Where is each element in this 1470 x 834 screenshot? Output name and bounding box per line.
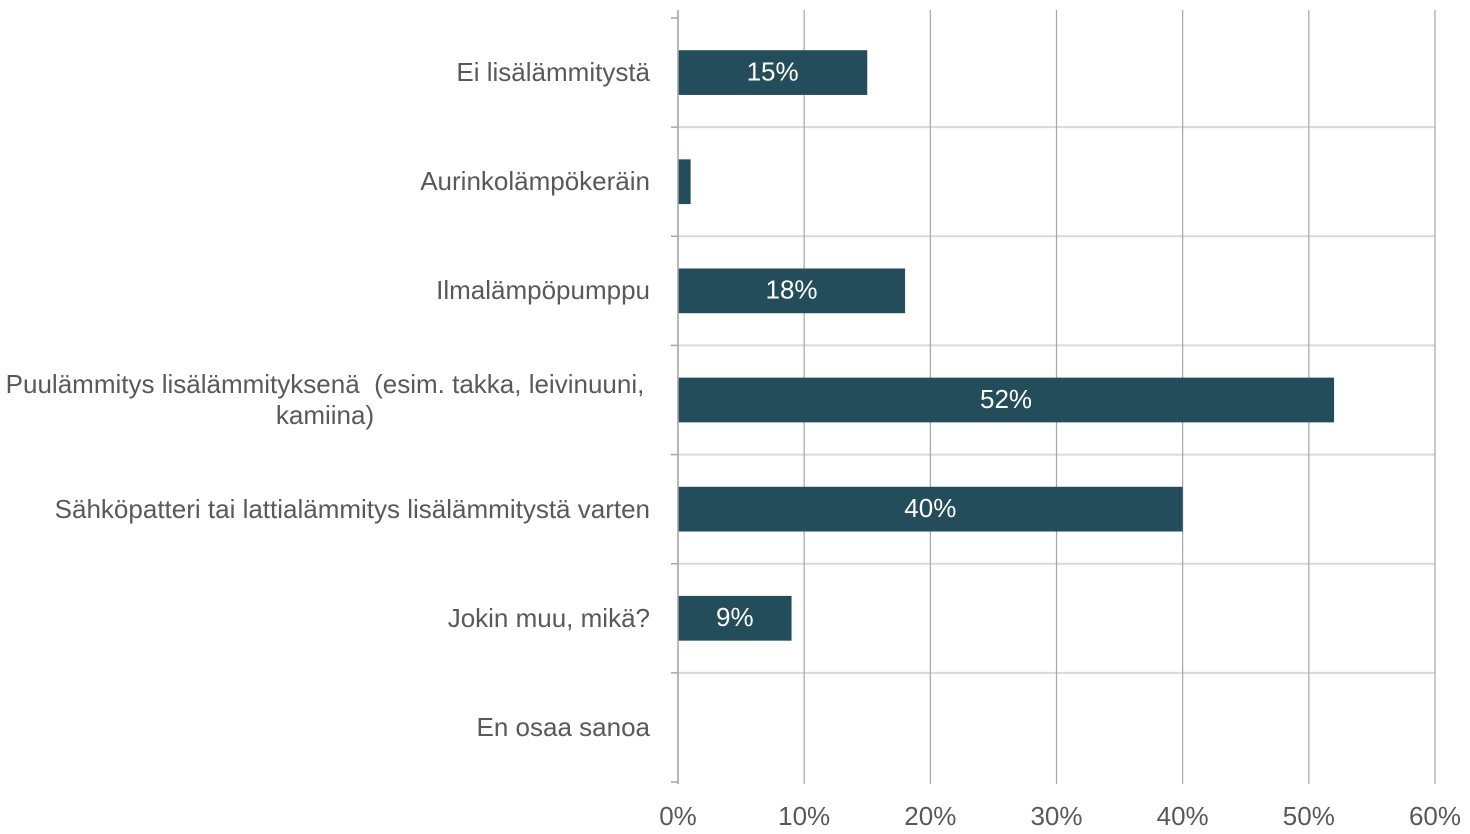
y-tick-label: Sähköpatteri tai lattialämmitys lisälämm… xyxy=(54,493,650,524)
x-tick-label: 30% xyxy=(1030,801,1082,831)
x-tick-label: 50% xyxy=(1283,801,1335,831)
category-label-box: En osaa sanoa xyxy=(477,673,650,782)
data-label: 15% xyxy=(747,56,799,86)
x-tick-label: 10% xyxy=(778,801,830,831)
data-label: 52% xyxy=(980,384,1032,414)
data-label: 18% xyxy=(766,275,818,305)
category-label-box: Sähköpatteri tai lattialämmitys lisälämm… xyxy=(55,455,650,564)
y-tick-label: Puulämmitys lisälämmityksenä (esim. takk… xyxy=(5,368,652,430)
category-label-box: Jokin muu, mikä? xyxy=(448,564,650,673)
bar xyxy=(678,50,868,95)
category-label-box: Ilmalämpöpumppu xyxy=(436,236,650,345)
data-label: 40% xyxy=(904,493,956,523)
category-label-box: Aurinkolämpökeräin xyxy=(420,127,650,236)
category-label-box: Ei lisälämmitystä xyxy=(456,18,650,127)
y-tick-label: Aurinkolämpökeräin xyxy=(420,166,650,197)
y-tick-label: Jokin muu, mikä? xyxy=(447,602,650,633)
bar xyxy=(678,268,906,314)
x-tick-label: 60% xyxy=(1409,801,1461,831)
data-label: 9% xyxy=(716,602,754,632)
x-tick-label: 0% xyxy=(659,801,697,831)
x-tick-label: 20% xyxy=(904,801,956,831)
x-tick-label: 40% xyxy=(1157,801,1209,831)
y-tick-label: Ilmalämpöpumppu xyxy=(436,275,650,306)
bar xyxy=(678,159,691,205)
bar xyxy=(678,486,1183,532)
bar xyxy=(678,595,792,641)
category-label-box: Puulämmitys lisälämmityksenä (esim. takk… xyxy=(0,345,650,454)
y-tick-label: Ei lisälämmitystä xyxy=(456,57,650,88)
bar xyxy=(678,377,1335,423)
y-tick-label: En osaa sanoa xyxy=(476,711,650,742)
